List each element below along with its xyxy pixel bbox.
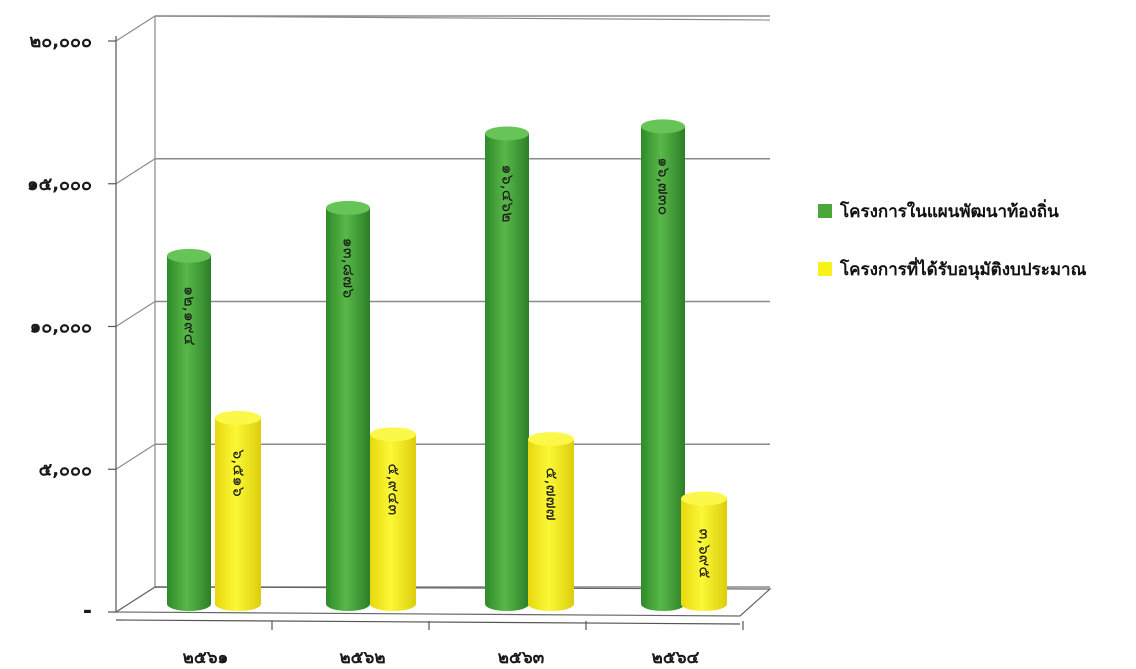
y-tick-label: - <box>83 599 92 624</box>
bar-local-plan-top <box>167 248 211 263</box>
bar-approved-budget-top <box>528 432 574 447</box>
bar-local-plan-body <box>485 133 529 611</box>
bar-approved-budget-body <box>681 498 727 611</box>
bar-local-plan-top <box>641 119 685 134</box>
gridline-side <box>115 443 156 470</box>
bar-local-plan-top <box>485 126 529 141</box>
chart-legend: โครงการในแผนพัฒนาท้องถิ่น โครงการที่ได้ร… <box>818 196 1130 312</box>
legend-item-local-plan: โครงการในแผนพัฒนาท้องถิ่น <box>818 196 1130 226</box>
legend-swatch-yellow <box>818 262 832 276</box>
bar-approved-budget-body <box>528 439 574 611</box>
data-label-local-plan: ๑๓,๘๗๖ <box>340 238 359 299</box>
y-tick-label: ๑๐,๐๐๐ <box>30 317 92 338</box>
data-label-local-plan: ๑๖,๔๖๒ <box>499 164 518 222</box>
legend-swatch-green <box>818 204 832 218</box>
data-label-approved-budget: ๓,๖๙๕ <box>696 528 715 578</box>
bar-approved-budget <box>528 432 574 611</box>
x-tick-label: ๒๕๖๒ <box>339 648 385 668</box>
data-label-approved-budget: ๖,๕๑๖ <box>230 449 249 497</box>
y-tick-label: ๕,๐๐๐ <box>39 459 92 480</box>
bar-local-plan-body <box>641 126 685 612</box>
bar-approved-budget-top <box>681 491 727 506</box>
x-axis-ticks: ๒๕๖๑ ๒๕๖๒ ๒๕๖๓ ๒๕๖๔ <box>183 621 744 668</box>
gridline-side <box>115 15 156 42</box>
bar-approved-budget <box>215 410 261 611</box>
x-tick-label: ๒๕๖๔ <box>652 648 700 668</box>
y-tick-label: ๑๕,๐๐๐ <box>27 174 92 195</box>
bar-local-plan-top <box>326 200 370 215</box>
bar-approved-budget <box>370 427 416 611</box>
bar-approved-budget <box>681 491 727 611</box>
back-wall-top-edge <box>154 15 771 21</box>
bar-local-plan <box>326 200 370 612</box>
legend-item-approved-budget: โครงการที่ได้รับอนุมัติงบประมาณ <box>818 254 1130 284</box>
data-label-local-plan: ๑๖,๗๓๐ <box>655 157 674 215</box>
bar-local-plan <box>167 248 211 611</box>
chart-floor <box>113 586 772 617</box>
gridline-side <box>115 300 156 328</box>
y-tick-label: ๒๐,๐๐๐ <box>29 31 92 52</box>
data-label-approved-budget: ๕,๗๗๗ <box>543 467 562 520</box>
bar-approved-budget-body <box>370 434 416 611</box>
bar-approved-budget-body <box>215 417 261 611</box>
x-tick-label: ๒๕๖๓ <box>498 648 545 668</box>
bar-local-plan-body <box>326 207 370 612</box>
bar-local-plan <box>641 119 685 612</box>
bar-local-plan <box>485 126 529 611</box>
bar-approved-budget-top <box>370 427 416 442</box>
bar-local-plan-body <box>167 255 211 611</box>
y-axis-ticks: - ๕,๐๐๐ ๑๐,๐๐๐ ๑๕,๐๐๐ ๒๐,๐๐๐ <box>27 31 116 624</box>
data-label-local-plan: ๑๒,๑๙๔ <box>181 286 200 346</box>
legend-label-approved-budget: โครงการที่ได้รับอนุมัติงบประมาณ <box>840 259 1087 280</box>
gridline-side <box>115 158 156 185</box>
legend-label-local-plan: โครงการในแผนพัฒนาท้องถิ่น <box>840 201 1059 222</box>
x-axis-line <box>115 619 741 625</box>
data-label-approved-budget: ๕,๙๔๓ <box>385 463 404 515</box>
x-tick-label: ๒๕๖๑ <box>183 648 229 668</box>
bar-approved-budget-top <box>215 410 261 425</box>
